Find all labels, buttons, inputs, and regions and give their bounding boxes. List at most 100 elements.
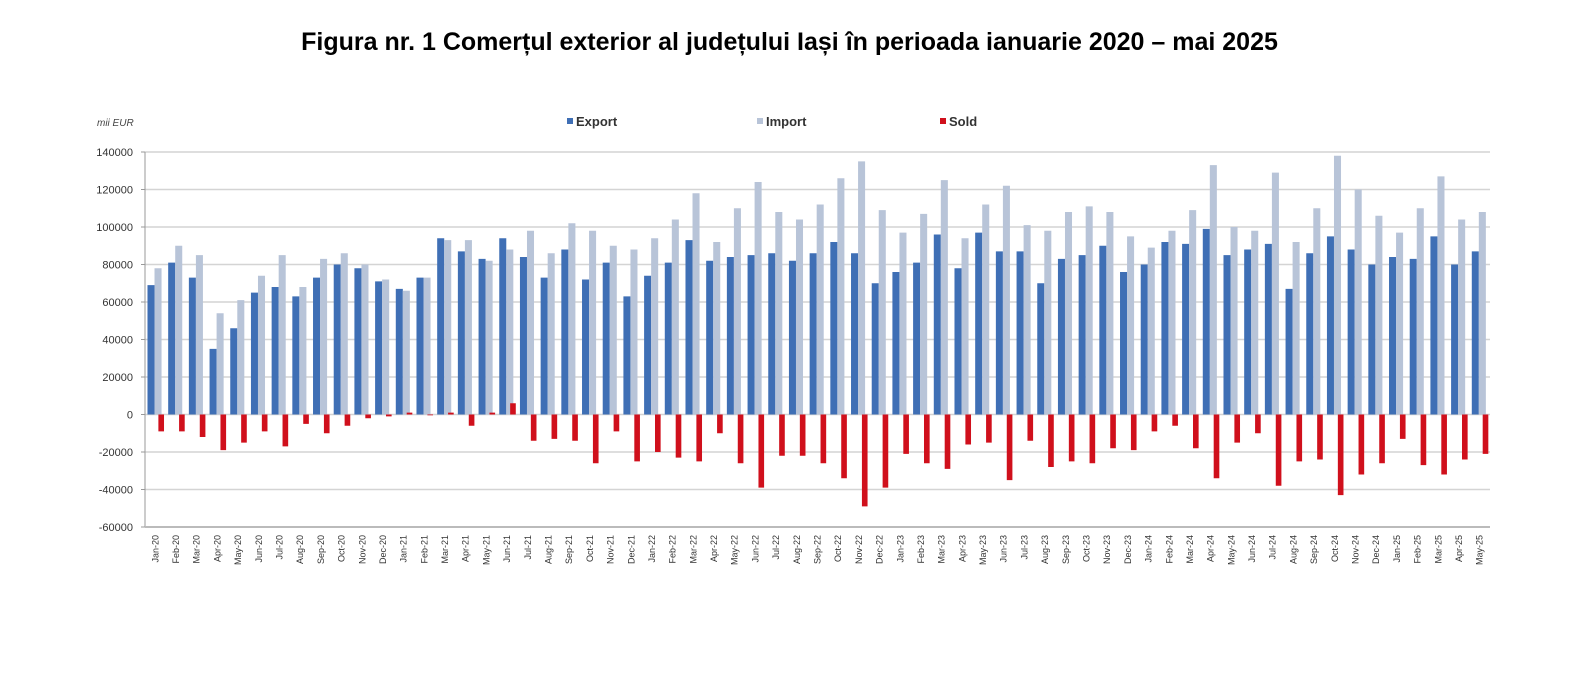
bar-sold-Feb-21 bbox=[427, 414, 434, 416]
bar-sold-Dec-22 bbox=[882, 414, 889, 488]
bar-import-Aug-22 bbox=[795, 219, 804, 415]
bar-export-Aug-24 bbox=[1285, 288, 1293, 415]
x-tick-label: Jun-24 bbox=[1247, 535, 1257, 563]
bar-import-May-24 bbox=[1230, 227, 1238, 415]
bar-import-Jan-21 bbox=[402, 290, 410, 415]
bar-sold-Mar-24 bbox=[1193, 414, 1199, 449]
bar-export-Jul-20 bbox=[271, 287, 279, 415]
bar-export-Jun-21 bbox=[499, 238, 507, 415]
bar-import-Apr-21 bbox=[464, 240, 472, 415]
y-tick-label: -60000 bbox=[99, 522, 133, 534]
x-tick-label: Mar-20 bbox=[192, 535, 202, 564]
x-tick-label: Apr-24 bbox=[1206, 535, 1216, 562]
bar-export-Jul-23 bbox=[1016, 251, 1024, 415]
bar-import-May-20 bbox=[237, 300, 245, 415]
bar-export-Nov-24 bbox=[1347, 249, 1355, 415]
x-tick-label: Feb-23 bbox=[916, 535, 926, 564]
bar-sold-Sep-20 bbox=[323, 414, 330, 434]
bar-import-Sep-24 bbox=[1313, 208, 1321, 415]
bar-sold-Mar-23 bbox=[944, 414, 951, 469]
y-tick-label: 80000 bbox=[102, 260, 133, 272]
legend-swatch-import bbox=[757, 118, 763, 124]
bar-sold-Feb-22 bbox=[675, 414, 682, 458]
bar-export-Apr-22 bbox=[706, 260, 714, 415]
bar-export-Mar-24 bbox=[1182, 243, 1190, 415]
x-tick-label: Sep-23 bbox=[1061, 535, 1071, 564]
bar-import-Jul-22 bbox=[775, 212, 783, 415]
x-tick-label: Nov-22 bbox=[854, 535, 864, 564]
legend-swatch-export bbox=[567, 118, 573, 124]
legend: Export Import Sold bbox=[567, 114, 977, 129]
x-tick-label: Apr-25 bbox=[1454, 535, 1464, 562]
bar-export-Jan-24 bbox=[1140, 264, 1148, 415]
bar-import-Mar-25 bbox=[1437, 176, 1445, 415]
bar-export-Jun-22 bbox=[747, 255, 755, 415]
bar-import-Jun-20 bbox=[257, 275, 266, 415]
legend-swatch-sold bbox=[940, 118, 946, 124]
bar-sold-Nov-20 bbox=[365, 414, 371, 419]
bar-import-May-22 bbox=[733, 208, 741, 415]
bar-import-Oct-24 bbox=[1333, 155, 1342, 415]
bar-sold-Jun-20 bbox=[261, 414, 268, 432]
bar-export-May-23 bbox=[975, 232, 983, 415]
bar-export-Dec-22 bbox=[871, 283, 879, 415]
bar-export-Oct-22 bbox=[830, 242, 838, 415]
x-tick-label: Oct-23 bbox=[1082, 535, 1092, 562]
bar-export-Jul-24 bbox=[1264, 243, 1272, 415]
x-tick-label: Nov-20 bbox=[357, 535, 367, 564]
bar-import-Oct-20 bbox=[340, 253, 348, 415]
bar-export-Feb-22 bbox=[664, 262, 672, 415]
x-tick-label: Oct-21 bbox=[585, 535, 595, 562]
x-tick-label: Sep-21 bbox=[564, 535, 574, 564]
bar-export-Aug-23 bbox=[1037, 283, 1045, 415]
x-tick-label: Apr-22 bbox=[709, 535, 719, 562]
bar-import-Dec-21 bbox=[630, 249, 638, 415]
bar-export-Nov-23 bbox=[1099, 245, 1107, 415]
bar-export-Jun-23 bbox=[995, 251, 1003, 415]
y-tick-label: -20000 bbox=[99, 447, 133, 459]
bar-import-Oct-23 bbox=[1085, 206, 1093, 415]
x-tick-label: May-24 bbox=[1226, 535, 1236, 565]
bar-import-Mar-21 bbox=[444, 240, 452, 415]
bar-import-Feb-25 bbox=[1416, 208, 1424, 415]
y-axis: 140000 120000 100000 80000 60000 40000 20000 0 -… bbox=[96, 147, 1490, 534]
bar-sold-Jan-20 bbox=[158, 414, 165, 432]
bar-import-Oct-21 bbox=[589, 230, 597, 415]
bar-sold-Sep-22 bbox=[820, 414, 827, 464]
bar-export-Dec-20 bbox=[375, 281, 383, 415]
bar-import-Nov-24 bbox=[1354, 189, 1362, 415]
bar-sold-Jul-24 bbox=[1275, 414, 1282, 486]
x-tick-label: Aug-24 bbox=[1288, 535, 1298, 564]
x-tick-label: Jan-24 bbox=[1144, 535, 1154, 563]
bar-sold-Oct-22 bbox=[841, 414, 847, 479]
bar-import-Jun-24 bbox=[1251, 230, 1259, 415]
bar-export-Apr-25 bbox=[1451, 264, 1459, 415]
bar-sold-Apr-23 bbox=[965, 414, 972, 445]
bar-export-May-25 bbox=[1471, 251, 1479, 415]
bar-import-May-23 bbox=[982, 204, 990, 415]
bar-import-Apr-22 bbox=[713, 242, 721, 415]
bar-sold-Jun-24 bbox=[1255, 414, 1261, 434]
bar-sold-Aug-22 bbox=[799, 414, 806, 456]
bar-export-Aug-20 bbox=[292, 296, 300, 415]
bar-import-Nov-21 bbox=[609, 245, 617, 415]
y-tick-label: 20000 bbox=[102, 372, 133, 384]
bar-import-Sep-22 bbox=[816, 204, 824, 415]
bar-sold-May-24 bbox=[1234, 414, 1241, 443]
bar-export-Nov-21 bbox=[602, 262, 610, 415]
bar-import-Feb-21 bbox=[423, 277, 431, 415]
x-tick-label: Dec-20 bbox=[378, 535, 388, 564]
x-tick-label: Feb-22 bbox=[668, 535, 678, 564]
x-tick-label: May-20 bbox=[233, 535, 243, 565]
bar-sold-Oct-21 bbox=[592, 414, 599, 464]
bar-export-Oct-20 bbox=[333, 264, 341, 415]
bar-sold-Mar-21 bbox=[448, 412, 454, 415]
x-tick-label: Mar-25 bbox=[1433, 535, 1443, 564]
bar-export-Apr-20 bbox=[209, 348, 217, 415]
bar-export-Jul-22 bbox=[768, 253, 776, 415]
x-tick-label: Apr-20 bbox=[212, 535, 222, 562]
bar-sold-Dec-23 bbox=[1130, 414, 1137, 451]
chart-title: Figura nr. 1 Comerțul exterior al județu… bbox=[301, 28, 1278, 56]
bar-import-Sep-23 bbox=[1064, 212, 1073, 415]
bar-import-May-25 bbox=[1478, 212, 1486, 415]
